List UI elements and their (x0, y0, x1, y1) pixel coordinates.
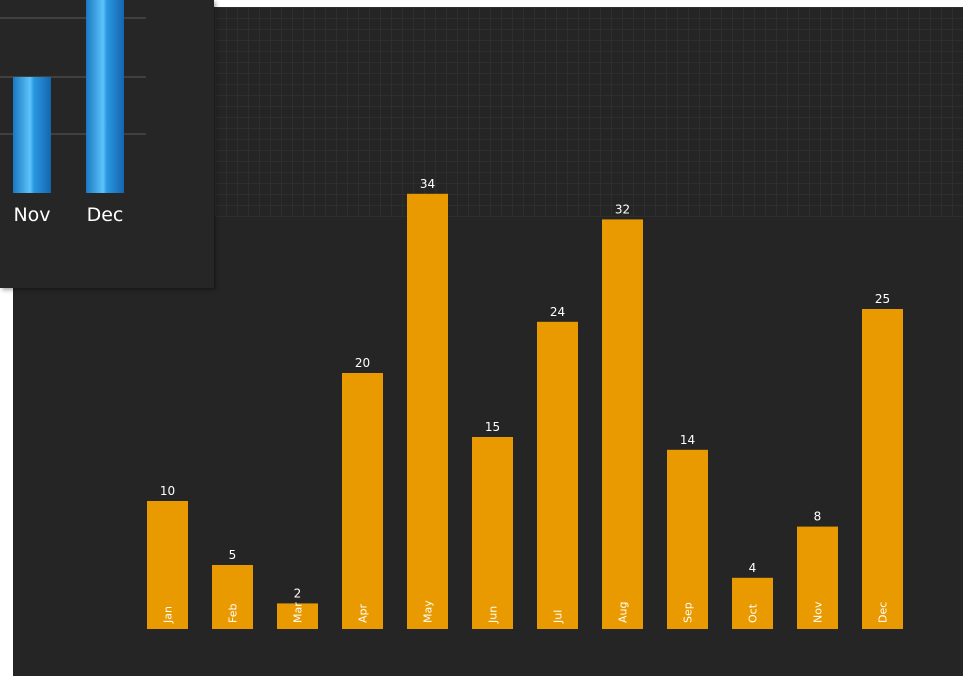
inset-bar-dec (86, 0, 124, 193)
category-label-may: May (422, 600, 435, 623)
value-label-jul: 24 (550, 305, 565, 319)
category-label-feb: Feb (227, 604, 240, 623)
bar-oct (732, 577, 773, 629)
bar-jan (147, 501, 188, 629)
bar-mar (277, 603, 318, 629)
inset-category-label-dec: Dec (87, 204, 124, 226)
value-label-nov: 8 (814, 510, 822, 524)
category-label-nov: Nov (812, 601, 825, 623)
bar-nov (797, 526, 838, 629)
category-label-sep: Sep (682, 602, 695, 623)
value-label-aug: 32 (615, 202, 630, 216)
inset-category-label-nov: Nov (13, 204, 50, 226)
category-label-mar: Mar (292, 602, 305, 623)
inset-bar-chart: Nov Dec (0, 0, 146, 226)
value-label-sep: 14 (680, 433, 695, 447)
category-label-apr: Apr (357, 603, 370, 623)
value-label-apr: 20 (355, 356, 370, 370)
value-label-may: 34 (420, 177, 435, 191)
inset-chart-panel: Nov Dec (0, 0, 214, 288)
category-label-jul: Jul (552, 610, 565, 624)
category-label-jun: Jun (487, 606, 500, 624)
category-label-oct: Oct (747, 603, 760, 623)
bar-apr (342, 373, 383, 629)
bar-sep (667, 449, 708, 629)
bar-jul (537, 321, 578, 629)
bar-feb (212, 565, 253, 629)
main-bar-chart: 10 Jan 5 Feb 2 Mar 20 Apr 34 May 15 Jun 24 Jul 32 Aug 14… (147, 177, 903, 630)
value-label-jun: 15 (485, 420, 500, 434)
category-label-aug: Aug (617, 602, 630, 623)
inset-bar-nov (13, 77, 51, 193)
category-label-jan: Jan (162, 606, 175, 624)
value-label-mar: 2 (294, 586, 302, 600)
category-label-dec: Dec (877, 602, 890, 623)
value-label-dec: 25 (875, 292, 890, 306)
background-grid-pattern (215, 7, 963, 217)
value-label-feb: 5 (229, 548, 237, 562)
bar-jun (472, 437, 513, 629)
bar-may (407, 193, 448, 630)
value-label-jan: 10 (160, 484, 175, 498)
bar-dec (862, 309, 903, 629)
value-label-oct: 4 (749, 561, 757, 575)
main-chart-panel: 10 Jan 5 Feb 2 Mar 20 Apr 34 May 15 Jun 24 Jul 32 Aug 14… (13, 7, 963, 676)
bar-aug (602, 219, 643, 629)
